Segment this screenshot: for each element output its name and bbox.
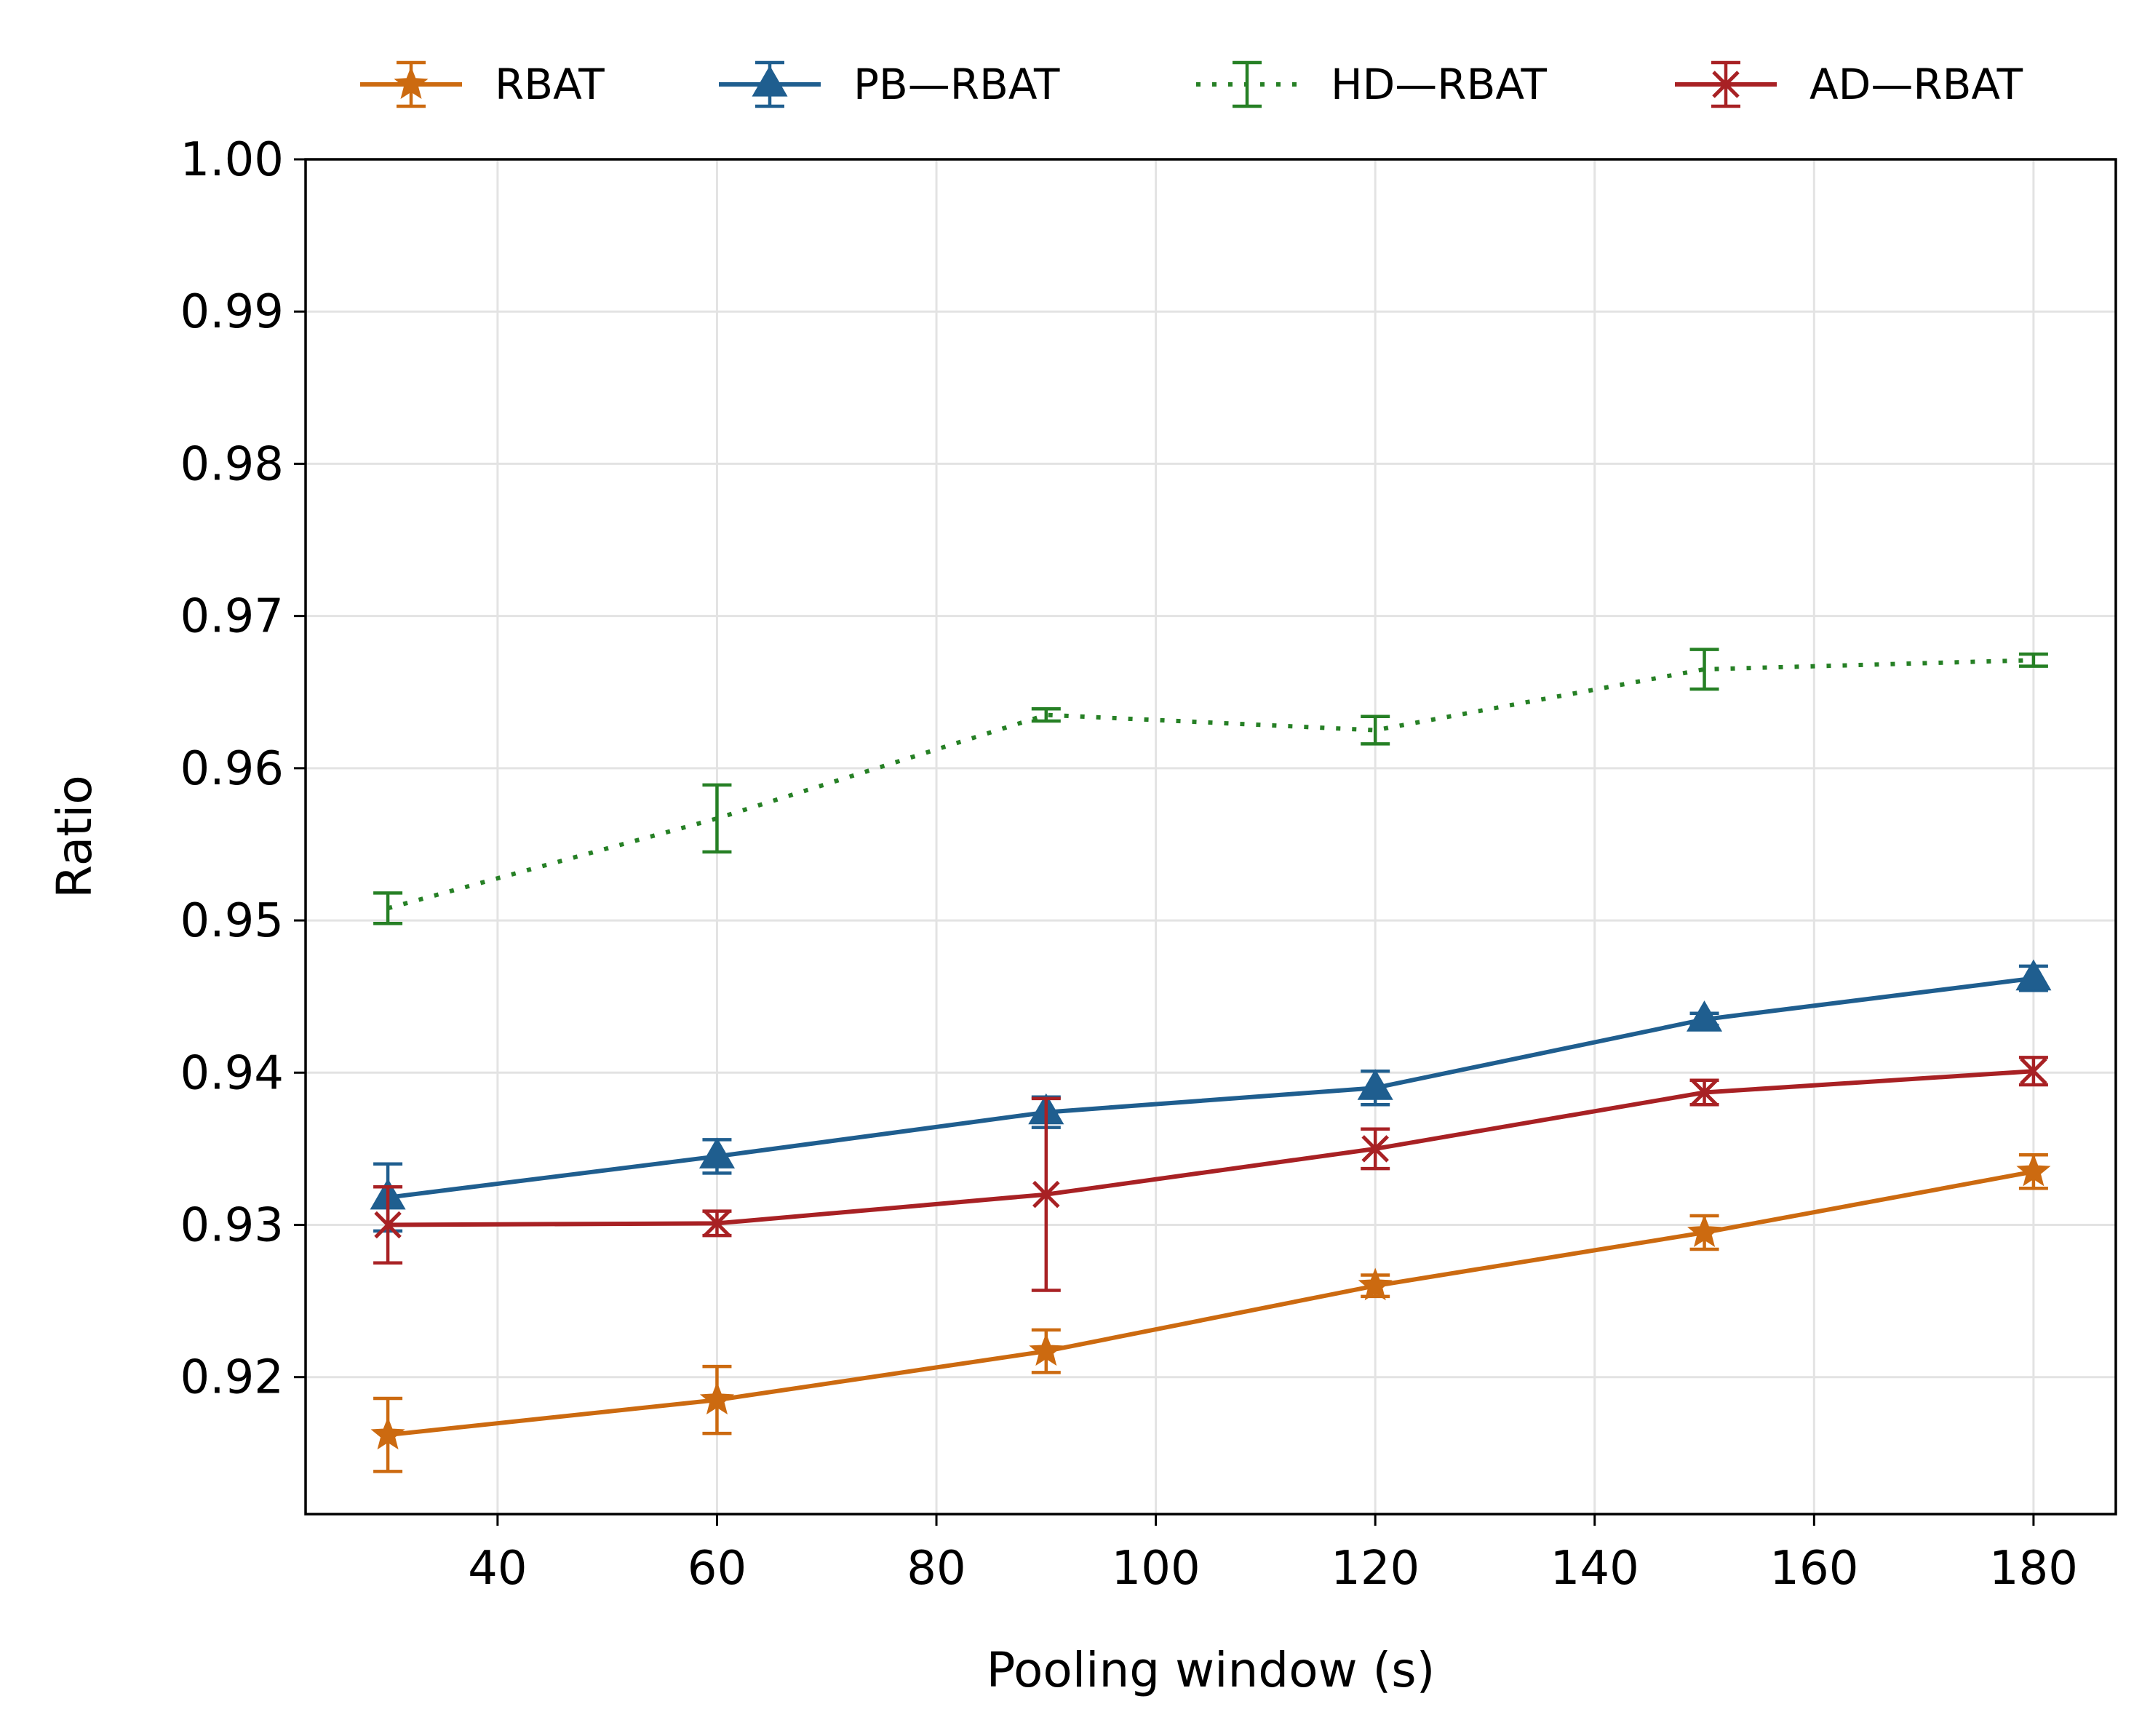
y-tick-label: 0.96 [180, 742, 284, 796]
legend-label: RBAT [495, 60, 605, 109]
data-point [1032, 1180, 1060, 1209]
legend-item-pb-rbat: PB—RBAT [719, 60, 1060, 109]
y-tick-label: 0.98 [180, 437, 284, 491]
y-tick-label: 0.95 [180, 894, 284, 948]
data-point [1029, 1333, 1064, 1366]
series-line [387, 1169, 2034, 1438]
data-point [1690, 1078, 1719, 1107]
series-line [388, 1069, 2034, 1227]
legend-marker [1712, 71, 1740, 98]
x-tick-label: 180 [1989, 1542, 2078, 1596]
legend-item-ad-rbat: AD—RBAT [1675, 60, 2023, 109]
data-point [1358, 1267, 1393, 1301]
legend-label: HD—RBAT [1331, 60, 1548, 109]
data-point [2015, 959, 2052, 991]
x-tick-label: 100 [1112, 1542, 1201, 1596]
x-tick-label: 60 [688, 1542, 746, 1596]
y-tick-label: 0.92 [180, 1351, 284, 1405]
legend: RBAT PB—RBAT HD—RBAT AD—RBAT [360, 60, 2023, 109]
series-pb-rbat [370, 959, 2052, 1233]
x-tick-label: 80 [907, 1542, 965, 1596]
data-point [2016, 1153, 2051, 1187]
x-axis-label: Pooling window (s) [987, 1642, 1436, 1698]
legend-label: AD—RBAT [1809, 60, 2023, 109]
series-layer [370, 648, 2052, 1473]
error-bar [2018, 652, 2048, 668]
data-point [370, 1417, 405, 1450]
data-point [374, 1211, 402, 1239]
series-ad-rbat [373, 1056, 2048, 1292]
plot-frame [304, 158, 2117, 1516]
error-bar [1689, 648, 1719, 691]
series-line [387, 976, 2034, 1200]
error-bar [702, 783, 732, 854]
legend-marker [752, 65, 788, 97]
y-tick-label: 0.93 [180, 1198, 284, 1252]
legend-item-hd-rbat: HD—RBAT [1196, 60, 1548, 109]
data-point [1361, 1135, 1389, 1163]
data-point [699, 1382, 735, 1415]
series-hd-rbat [373, 648, 2048, 925]
legend-item-rbat: RBAT [360, 60, 605, 109]
data-point [1686, 1000, 1723, 1032]
error-bar [373, 891, 403, 925]
error-bar [1361, 714, 1390, 746]
x-tick-label: 120 [1331, 1542, 1420, 1596]
data-point [1357, 1069, 1393, 1100]
y-tick-label: 0.99 [180, 285, 284, 339]
x-tick-label: 140 [1550, 1542, 1639, 1596]
data-point [1687, 1214, 1722, 1248]
error-bar [1031, 707, 1061, 723]
y-tick-label: 0.97 [180, 590, 284, 644]
data-point [703, 1209, 731, 1238]
y-axis-label: Ratio [47, 775, 103, 898]
legend-label: PB—RBAT [853, 60, 1060, 109]
ticks: 40 60 80 100 120 140 160 180 0.92 0.93 0.94 0.95 0.9… [180, 133, 2078, 1596]
series-line [387, 658, 2034, 911]
legend-marker [394, 66, 429, 100]
data-point [698, 1137, 736, 1168]
x-tick-label: 40 [468, 1542, 527, 1596]
series-rbat [370, 1153, 2051, 1473]
y-tick-label: 1.00 [180, 133, 284, 187]
x-tick-label: 160 [1769, 1542, 1858, 1596]
y-tick-label: 0.94 [180, 1046, 284, 1100]
data-point [2020, 1057, 2047, 1085]
